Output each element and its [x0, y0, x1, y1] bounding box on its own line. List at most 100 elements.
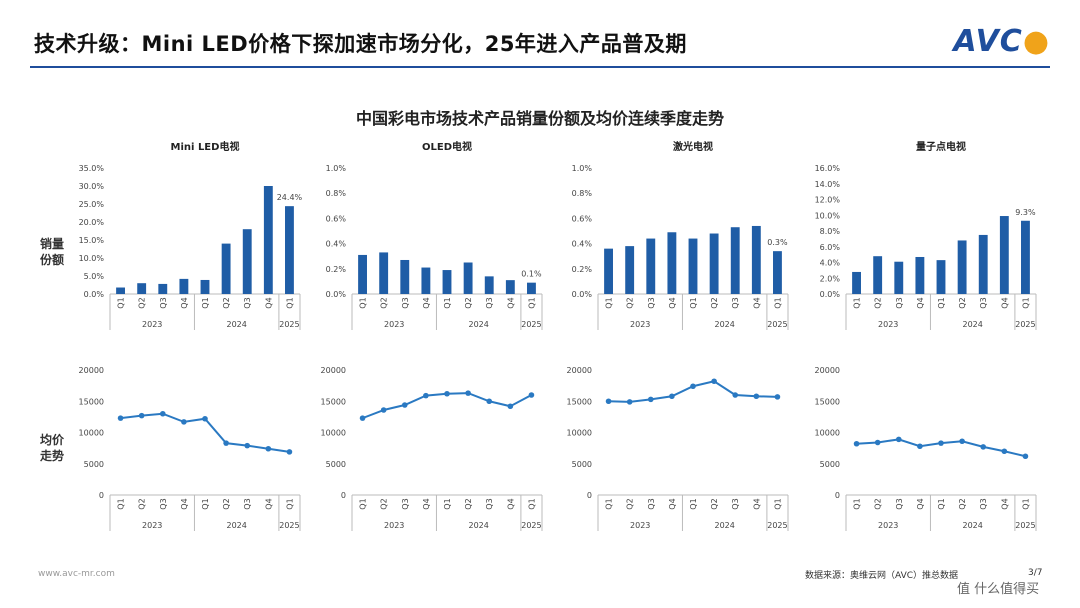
share-chart-4-year-label: 2023: [878, 320, 898, 329]
share-chart-2-bar: [527, 282, 536, 294]
price-chart-2-point: [359, 415, 366, 421]
share-chart-4-bar: [1021, 220, 1030, 294]
share-chart-1-ytick-label: 20.0%: [79, 218, 105, 227]
share-chart-4-ytick-label: 14.0%: [815, 180, 841, 189]
page-title: 技术升级：Mini LED价格下探加速市场分化，25年进入产品普及期: [34, 32, 687, 56]
share-chart-1-bar: [221, 243, 231, 294]
row-label-price-line1: 均价: [40, 433, 65, 447]
share-chart-3-category-label: Q1: [605, 297, 614, 308]
price-chart-4-point: [1001, 448, 1008, 455]
share-chart-1-category-label: Q1: [285, 297, 294, 308]
price-chart-1-ytick-label: 0: [99, 491, 104, 500]
share-chart-3-bar: [604, 248, 613, 294]
share-chart-2-category-label: Q3: [401, 297, 410, 308]
share-chart-1-title: Mini LED电视: [171, 140, 240, 153]
share-chart-1-category-label: Q3: [159, 297, 168, 308]
share-chart-3-category-label: Q4: [752, 297, 761, 308]
price-chart-3-ytick-label: 20000: [567, 366, 592, 375]
share-chart-1-category-label: Q4: [180, 297, 189, 308]
share-chart-1-bar: [116, 287, 125, 294]
share-chart-4-bar: [915, 256, 925, 294]
share-chart-1-bar: [158, 283, 168, 294]
price-chart-2-ytick-label: 20000: [321, 366, 346, 375]
price-chart-1-year-label: 2025: [279, 521, 299, 530]
price-chart-4-point: [853, 440, 860, 447]
share-chart-4-bar: [894, 261, 904, 294]
share-chart-4-bar: [999, 216, 1009, 294]
price-chart-1-point: [202, 415, 208, 422]
price-chart-3-year-label: 2025: [767, 521, 787, 530]
price-chart-2-category-label: Q3: [401, 498, 410, 509]
price-chart-3-ytick-label: 15000: [567, 397, 592, 406]
price-chart-4-category-label: Q1: [1021, 498, 1030, 509]
price-chart-4-category-label: Q3: [979, 498, 988, 509]
price-chart-3-point: [647, 396, 654, 403]
share-chart-4-title: 量子点电视: [916, 140, 966, 153]
share-chart-4-bar: [978, 234, 988, 294]
price-chart-3-ytick-label: 0: [587, 491, 592, 500]
price-chart-3-point: [626, 399, 633, 405]
share-chart-4-category-label: Q4: [1000, 297, 1009, 308]
share-chart-1-bar: [200, 279, 210, 294]
share-chart-1-data-label: 24.4%: [277, 193, 303, 202]
share-chart-3-ytick-label: 0.4%: [572, 240, 593, 249]
share-chart-3-ytick-label: 1.0%: [572, 164, 593, 173]
price-chart-4-category-label: Q1: [937, 498, 946, 509]
price-chart-1-point: [181, 419, 187, 425]
share-chart-2-category-label: Q4: [506, 297, 515, 308]
footer-url: www.avc-mr.com: [38, 569, 115, 579]
row-label-share-line1: 销量: [40, 237, 65, 251]
price-chart-2-point: [528, 392, 535, 398]
price-chart-1-category-label: Q4: [264, 498, 273, 509]
share-chart-2-bar: [421, 267, 431, 294]
price-chart-3-point: [669, 393, 675, 400]
share-chart-2-bar: [505, 280, 515, 294]
logo-dot-icon: ●: [1022, 24, 1050, 59]
share-chart-4-bar: [873, 256, 883, 294]
price-chart-2-point: [423, 392, 429, 399]
price-chart-2-point: [465, 390, 471, 396]
price-chart-4-point: [1022, 453, 1029, 460]
price-chart-3-ytick-label: 10000: [567, 429, 592, 438]
share-chart-1-bar: [285, 206, 294, 294]
share-chart-2-ytick-label: 0.4%: [326, 240, 347, 249]
share-chart-2-year-label: 2025: [521, 320, 541, 329]
share-chart-3-ytick-label: 0.0%: [572, 290, 593, 299]
share-chart-4-ytick-label: 0.0%: [820, 290, 841, 299]
share-chart-3-category-label: Q4: [668, 297, 677, 308]
share-chart-4-ytick-label: 4.0%: [820, 259, 841, 268]
price-chart-2-year-label: 2025: [521, 521, 541, 530]
avc-logo: AVC●: [953, 24, 1050, 59]
share-chart-3-bar: [688, 238, 698, 294]
price-chart-4-point: [895, 436, 902, 443]
price-chart-4-ytick-label: 10000: [815, 429, 840, 438]
price-chart-3-ytick-label: 5000: [572, 460, 592, 469]
share-chart-1-ytick-label: 30.0%: [79, 182, 105, 191]
share-chart-3-category-label: Q2: [626, 297, 635, 308]
price-chart-3-category-label: Q1: [605, 498, 614, 509]
price-chart-3-category-label: Q2: [710, 498, 719, 509]
share-chart-2-category-label: Q4: [422, 297, 431, 308]
share-chart-2-title: OLED电视: [422, 140, 472, 153]
share-chart-3-bar: [730, 227, 740, 294]
price-chart-2-category-label: Q2: [380, 498, 389, 509]
share-chart-2-year-label: 2024: [468, 320, 488, 329]
share-chart-1-category-label: Q2: [222, 297, 231, 308]
price-chart-2-ytick-label: 10000: [321, 429, 346, 438]
price-chart-4-point: [938, 440, 944, 446]
share-chart-3-ytick-label: 0.6%: [572, 214, 593, 223]
price-chart-4-category-label: Q2: [874, 498, 883, 509]
price-chart-4-ytick-label: 0: [835, 491, 840, 500]
price-chart-4-ytick-label: 5000: [820, 460, 840, 469]
share-chart-4-category-label: Q2: [874, 297, 883, 308]
price-chart-2-category-label: Q1: [527, 498, 536, 509]
price-chart-1-point: [223, 440, 229, 446]
share-chart-2-ytick-label: 0.0%: [326, 290, 347, 299]
price-chart-1-point: [117, 415, 124, 421]
share-chart-1-year-label: 2024: [226, 320, 246, 329]
share-chart-3-year-label: 2025: [767, 320, 787, 329]
price-chart-3-year-label: 2023: [630, 521, 650, 530]
share-chart-4-bar: [936, 260, 946, 294]
price-chart-4-point: [980, 444, 987, 450]
row-label-share: 销量 份额: [40, 236, 64, 268]
